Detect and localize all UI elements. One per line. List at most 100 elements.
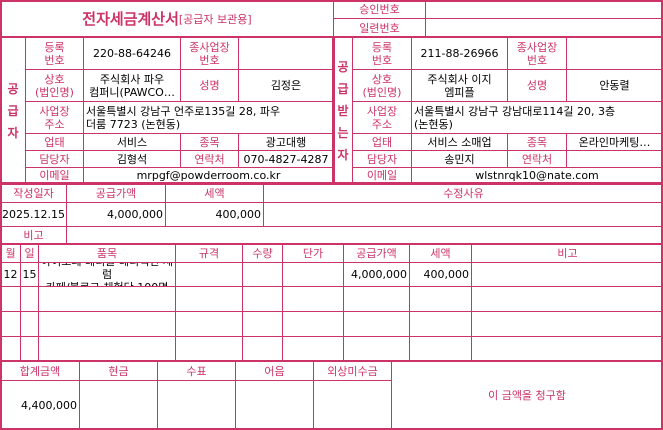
item-header: 수량 [242,243,283,263]
total-header: 외상미수금 [313,361,392,381]
title-sub: [공급자 보관용] [178,12,252,26]
buyer-company: 주식회사 이지 엠피플 [411,69,508,102]
buyer-ceo: 안동렬 [566,69,663,102]
item-cell [38,336,176,362]
item-cell [471,311,663,337]
supplier-manager-label: 담당자 [25,150,84,168]
summary-header: 작성일자 [0,183,67,203]
supplier-sub-biz [238,37,334,70]
total-value [235,380,314,430]
supplier-biz-type: 서비스 [83,133,181,151]
note-value [66,226,663,244]
item-cell [175,336,243,362]
supplier-company: 주식회사 파우 컴퍼니(PAWCO… [83,69,181,102]
buyer-side-label: 공 급 받 는 자 [333,37,353,184]
buyer-biz-item: 온라인마케팅… [566,133,663,151]
item-header: 세액 [409,243,472,263]
supplier-email-label: 이메일 [25,167,84,184]
supplier-ceo-label: 성명 [180,69,239,102]
supplier-reg-no: 220-88-64246 [83,37,181,70]
item-cell [38,311,176,337]
item-cell [242,262,283,287]
item-cell [20,311,39,337]
note-label: 비고 [0,226,67,244]
item-cell: 아이오페 레티놀 레티젝션 세럼 카페/블로그 체험단 100명 [38,262,176,287]
item-cell [409,336,472,362]
supplier-side-label: 공 급 자 [0,37,26,184]
item-cell: 400,000 [409,262,472,287]
item-cell [38,286,176,312]
summary-header: 공급가액 [66,183,166,203]
supplier-biz-type-label: 업태 [25,133,84,151]
item-header: 단가 [282,243,344,263]
item-cell [242,311,283,337]
item-header: 규격 [175,243,243,263]
item-cell [175,262,243,287]
total-value [79,380,158,430]
item-header: 일 [20,243,39,263]
serial-value [425,18,663,38]
supply-amount: 4,000,000 [66,202,166,227]
total-header: 합계금액 [0,361,80,381]
tax-amount: 400,000 [165,202,264,227]
item-header: 비고 [471,243,663,263]
item-cell [282,286,344,312]
supplier-manager: 김형석 [83,150,181,168]
buyer-reg-no-label: 등록 번호 [352,37,412,70]
total-header: 어음 [235,361,314,381]
item-cell [409,311,472,337]
supplier-email: mrpgf@powderroom.co.kr [83,167,334,184]
item-cell: 15 [20,262,39,287]
item-cell [0,336,21,362]
item-cell [0,311,21,337]
item-cell [0,286,21,312]
buyer-ceo-label: 성명 [507,69,567,102]
summary-header: 수정사유 [263,183,663,203]
item-cell [20,286,39,312]
item-cell [343,336,410,362]
supplier-reg-no-label: 등록 번호 [25,37,84,70]
supplier-sub-biz-label: 종사업장 번호 [180,37,239,70]
item-cell [175,311,243,337]
buyer-email: wlstnrqk10@nate.com [411,167,663,184]
total-value [313,380,392,430]
supplier-address-label: 사업장 주소 [25,101,84,134]
buyer-email-label: 이메일 [352,167,412,184]
item-header: 품목 [38,243,176,263]
invoice-title: 전자세금계산서 [공급자 보관용] [0,0,334,38]
item-cell [242,286,283,312]
amend-reason [263,202,663,227]
item-cell [471,336,663,362]
buyer-sub-biz [566,37,663,70]
buyer-contact [566,150,663,168]
item-header: 공급가액 [343,243,410,263]
item-cell [20,336,39,362]
total-header: 현금 [79,361,158,381]
total-header: 수표 [157,361,236,381]
item-cell [343,286,410,312]
approval-label: 승인번호 [333,0,426,19]
supplier-biz-item-label: 종목 [180,133,239,151]
summary-header: 세액 [165,183,264,203]
supplier-contact: 070-4827-4287 [238,150,334,168]
supplier-contact-label: 연락처 [180,150,239,168]
supplier-ceo: 김정은 [238,69,334,102]
buyer-biz-type-label: 업태 [352,133,412,151]
buyer-manager-label: 담당자 [352,150,412,168]
item-cell [242,336,283,362]
claim-text: 이 금액을 청구함 [391,361,663,430]
item-cell: 12 [0,262,21,287]
item-cell [175,286,243,312]
issue-date: 2025.12.15 [0,202,67,227]
item-cell: 4,000,000 [343,262,410,287]
supplier-biz-item: 광고대행 [238,133,334,151]
buyer-manager: 송민지 [411,150,508,168]
total-value [157,380,236,430]
buyer-biz-type: 서비스 소매업 [411,133,508,151]
item-cell [471,286,663,312]
item-cell [282,311,344,337]
title-main: 전자세금계산서 [82,9,179,28]
serial-label: 일련번호 [333,18,426,38]
supplier-address: 서울특별시 강남구 언주로135길 28, 파우 더룸 7723 (논현동) [83,101,334,134]
